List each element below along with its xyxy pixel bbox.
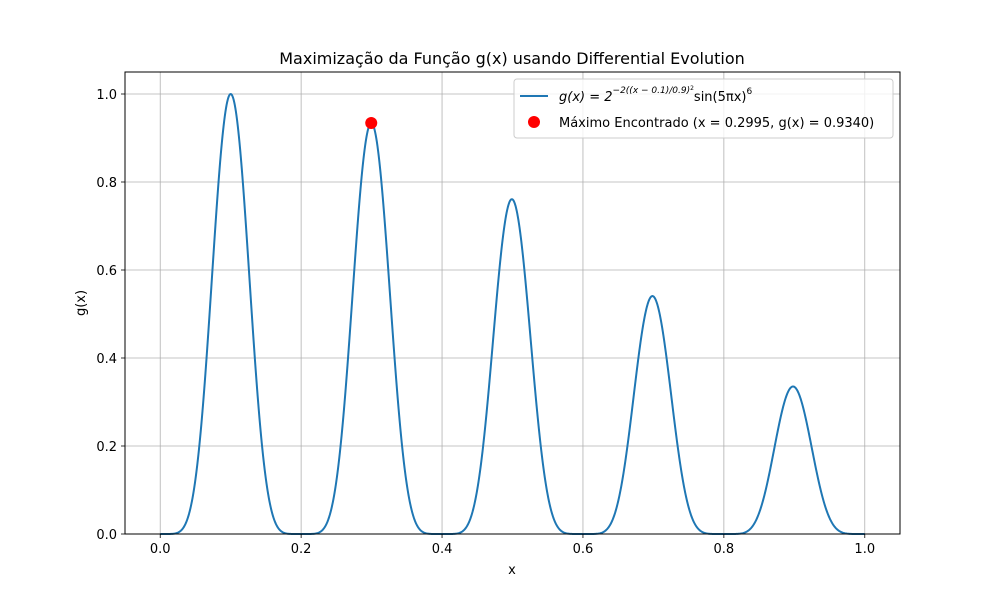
- legend-curve-exponent-square: 2: [690, 85, 694, 92]
- y-tick-label: 0.0: [96, 528, 117, 543]
- x-tick-label: 1.0: [854, 542, 875, 557]
- data-layer: [159, 93, 866, 535]
- plot-frame: [124, 71, 901, 535]
- y-tick-label: 0.8: [96, 176, 117, 191]
- y-axis-label: g(x): [74, 290, 89, 316]
- y-tick-label: 1.0: [96, 88, 117, 103]
- g-curve-line: [159, 93, 866, 535]
- x-axis-label: x: [508, 563, 516, 578]
- legend-point-label: Máximo Encontrado (x = 0.2995, g(x) = 0.…: [559, 116, 874, 131]
- legend-curve-exponent: −2((x − 0.1)/0.9): [613, 86, 691, 96]
- x-tick-label: 0.6: [573, 542, 594, 557]
- x-tick-label: 0.2: [291, 542, 312, 557]
- legend: g(x) = 2−2((x − 0.1)/0.9)2sin(5πx)6 Máxi…: [513, 78, 894, 139]
- y-tick-label: 0.6: [96, 264, 117, 279]
- legend-box: [513, 78, 894, 139]
- max-found-point: [365, 117, 378, 130]
- x-tick-label: 0.4: [432, 542, 453, 557]
- y-tick-label: 0.4: [96, 352, 117, 367]
- legend-curve-prefix: g(x) = 2: [559, 90, 613, 105]
- chart-title: Maximização da Função g(x) usando Differ…: [279, 49, 745, 68]
- x-tick-label: 0.8: [714, 542, 735, 557]
- y-tick-label: 0.2: [96, 440, 117, 455]
- tick-layer: 0.0 0.2 0.4 0.6 0.8 1.0 0.0 0.2 0.4 0.6 0.8 1.0: [96, 88, 875, 557]
- legend-curve-suffix: sin(5πx): [694, 90, 747, 105]
- legend-curve-label: g(x) = 2−2((x − 0.1)/0.9)2sin(5πx)6: [559, 85, 752, 105]
- legend-curve-power: 6: [746, 87, 752, 97]
- legend-point-swatch: [528, 116, 540, 128]
- x-tick-label: 0.0: [150, 542, 171, 557]
